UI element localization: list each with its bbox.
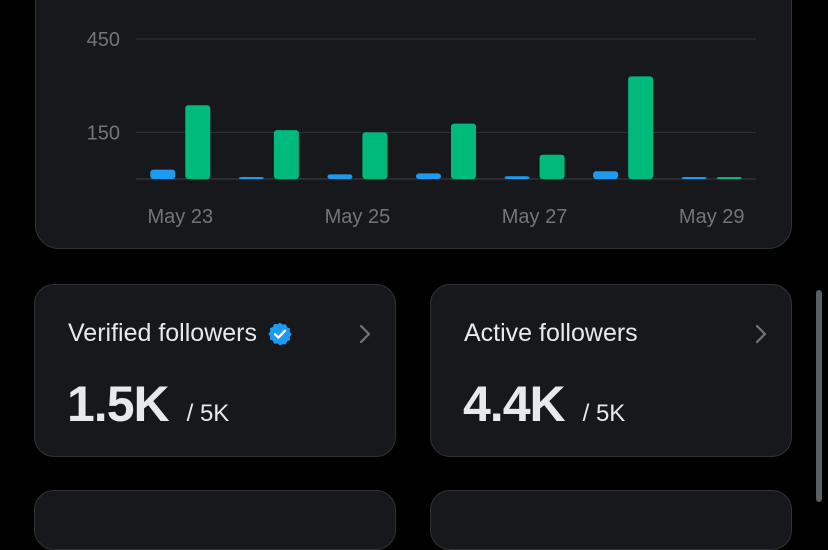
verified-series-bar [238,177,264,179]
active-followers-title: Active followers [464,319,638,348]
verified-followers-stat: 1.5K / 5K [67,375,229,433]
active-series-bar [451,123,476,179]
followers-bar-chart: 450 150 May 23 May 25 May 27 May 29 [87,29,756,228]
active-series-bar [362,132,388,179]
scrollbar[interactable] [816,290,822,502]
x-tick-label: May 27 [502,206,568,228]
y-tick-label: 150 [87,122,120,144]
active-series-bar [628,76,654,179]
verified-badge-icon [268,322,292,345]
verified-followers-card[interactable]: Verified followers 1.5K / 5K [34,284,396,457]
x-tick-label: May 23 [147,206,213,228]
active-followers-card[interactable]: Active followers 4.4K / 5K [430,284,792,457]
verified-followers-title: Verified followers [68,319,293,348]
active-followers-stat: 4.4K / 5K [463,375,625,433]
verified-series-bar [416,173,441,179]
verified-series-bar [681,177,707,179]
stat-card-partial-right[interactable] [430,490,792,550]
chevron-right-icon[interactable] [355,321,375,347]
active-series-bar [539,154,565,179]
active-series-bar [716,177,742,179]
active-series-bar [273,130,299,179]
verified-followers-count: 1.5K [67,376,170,432]
active-series-bar [185,105,211,179]
stat-card-partial-left[interactable] [34,490,396,550]
verified-series-bar [150,169,176,179]
verified-series-bar [327,174,353,179]
active-followers-limit: / 5K [582,400,626,427]
verified-series-bar [504,176,530,179]
verified-series-bar [593,171,619,179]
verified-followers-label: Verified followers [68,319,257,347]
active-followers-label: Active followers [464,319,638,347]
x-tick-label: May 29 [679,206,745,228]
active-followers-count: 4.4K [463,376,566,432]
chevron-right-icon[interactable] [751,321,771,347]
y-tick-label: 450 [87,29,120,51]
followers-chart-card: 450 150 May 23 May 25 May 27 May 29 [35,0,792,249]
verified-followers-limit: / 5K [186,400,230,427]
x-tick-label: May 25 [325,206,391,228]
